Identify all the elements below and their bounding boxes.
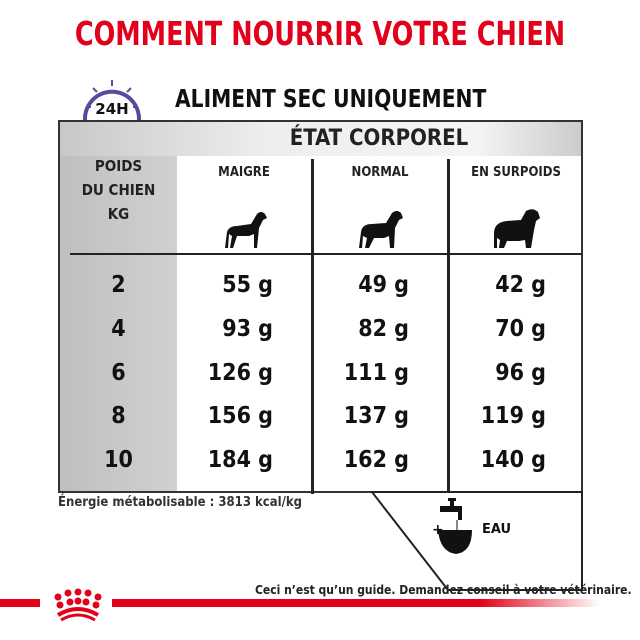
- plus-sign: +: [432, 522, 444, 538]
- water-tap-icon: [438, 498, 472, 554]
- column-divider: [311, 159, 314, 494]
- table-row: 10 184 g 162 g 140 g: [104, 447, 546, 473]
- column-header-surpoids: EN SURPOIDS: [471, 165, 561, 180]
- subtitle: ALIMENT SEC UNIQUEMENT: [175, 84, 487, 113]
- thin-dog-icon: [177, 208, 311, 256]
- column-divider: [447, 159, 450, 494]
- disclaimer: Ceci n’est qu’un guide. Demandez conseil…: [255, 583, 632, 597]
- energy-note: Énergie métabolisable : 3813 kcal/kg: [58, 495, 303, 510]
- table-row: 4 93 g 82 g 70 g: [111, 316, 546, 342]
- table-body-bg: [177, 156, 581, 491]
- table-row: 2 55 g 49 g 42 g: [111, 272, 546, 298]
- header-divider: [70, 253, 581, 255]
- weight-header-line: POIDS: [94, 157, 143, 175]
- table-row: 8 156 g 137 g 119 g: [111, 403, 546, 429]
- water-label: EAU: [482, 522, 511, 537]
- clock-24h-icon: 24H: [78, 74, 146, 128]
- clock-label: 24H: [95, 100, 128, 118]
- etat-corporel-header: ÉTAT CORPOREL: [289, 126, 469, 151]
- table-row: 6 126 g 111 g 96 g: [111, 360, 546, 386]
- column-header-normal: NORMAL: [351, 165, 409, 180]
- normal-dog-icon: [313, 208, 447, 256]
- royal-canin-crown-logo: [40, 583, 112, 625]
- weight-header: POIDS DU CHIEN KG: [60, 154, 177, 226]
- weight-header-line: DU CHIEN: [81, 181, 156, 199]
- brand-stripe: [0, 599, 600, 607]
- feeding-table: ÉTAT CORPOREL POIDS DU CHIEN KG MAIGRE N…: [58, 120, 583, 494]
- weight-header-line: KG: [107, 205, 130, 223]
- water-box: + EAU: [370, 491, 583, 591]
- overweight-dog-icon: [449, 208, 583, 256]
- column-header-maigre: MAIGRE: [218, 165, 270, 180]
- page-title: COMMENT NOURRIR VOTRE CHIEN: [74, 14, 566, 53]
- table-group-header: [60, 122, 581, 156]
